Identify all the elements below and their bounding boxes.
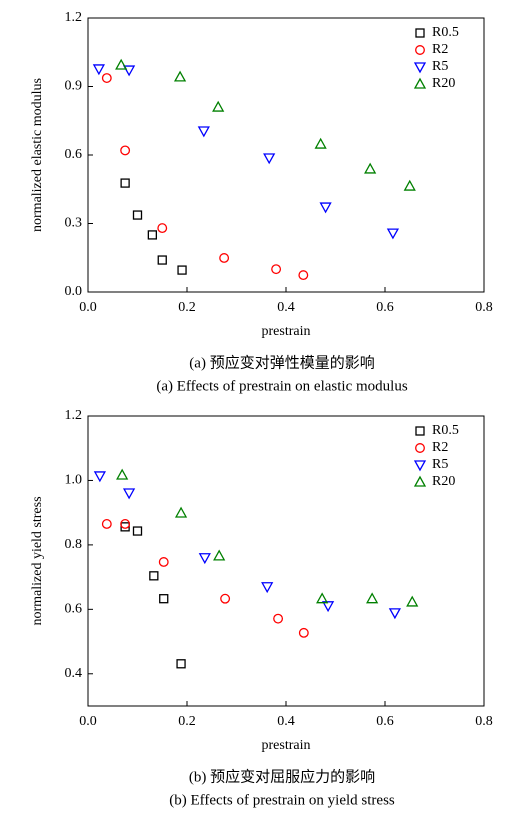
y-tick-label: 1.2 [65, 10, 83, 25]
data-point [298, 627, 309, 638]
y-tick-label: 0.6 [65, 147, 83, 162]
caption: (a) Effects of prestrain on elastic modu… [156, 378, 407, 394]
caption: (b) 预应变对屈服应力的影响 [189, 767, 375, 785]
y-tick-label: 0.8 [65, 537, 83, 552]
data-point [101, 518, 112, 529]
y-axis-label: normalized yield stress [30, 496, 45, 625]
data-point [319, 202, 332, 214]
data-point [212, 100, 225, 112]
data-point [271, 264, 282, 275]
data-point [366, 592, 379, 604]
y-tick-label: 0.4 [65, 666, 83, 681]
y-tick-label: 0.3 [65, 216, 83, 231]
legend-marker [415, 426, 425, 436]
legend-label: R2 [432, 440, 448, 455]
data-point [364, 162, 377, 174]
y-tick-label: 0.6 [65, 602, 83, 617]
y-tick-label: 0.9 [65, 79, 83, 94]
data-point [219, 253, 230, 263]
y-tick-label: 0.0 [65, 284, 83, 299]
data-point [116, 468, 129, 480]
legend-marker [415, 28, 425, 38]
legend-marker [413, 460, 427, 472]
data-point [122, 65, 136, 77]
data-point [157, 223, 168, 234]
legend-label: R0.5 [432, 423, 459, 438]
x-tick-label: 0.0 [79, 300, 97, 315]
data-point [122, 488, 136, 500]
legend-marker [415, 45, 425, 55]
legend-marker [413, 62, 427, 74]
data-point [174, 506, 188, 518]
x-tick-label: 0.4 [277, 300, 295, 315]
data-point [263, 153, 276, 165]
data-point [173, 70, 187, 82]
data-point [406, 595, 419, 607]
y-tick-label: 1.2 [65, 408, 83, 423]
data-point [298, 270, 309, 281]
data-point [261, 582, 274, 594]
data-point [197, 126, 210, 138]
x-tick-label: 0.2 [178, 714, 196, 729]
data-point [120, 518, 131, 529]
legend-label: R5 [432, 457, 448, 472]
data-point [120, 145, 131, 156]
data-point [198, 553, 211, 565]
x-tick-label: 0.2 [178, 300, 196, 315]
x-tick-label: 0.8 [475, 714, 493, 729]
legend-label: R20 [432, 474, 455, 489]
data-point [220, 593, 231, 604]
data-point [321, 601, 335, 613]
data-point [120, 178, 130, 188]
legend-marker [413, 475, 427, 487]
data-point [403, 179, 416, 191]
data-point [386, 228, 400, 240]
data-point [147, 230, 158, 240]
x-axis-label: prestrain [262, 738, 311, 753]
plot-frame [87, 17, 485, 293]
data-point [157, 255, 167, 265]
data-point [132, 526, 143, 536]
data-point [92, 64, 105, 76]
data-point [93, 471, 106, 483]
x-tick-label: 0.4 [277, 714, 295, 729]
data-point [177, 265, 187, 275]
data-point [314, 137, 327, 149]
y-axis-label: normalized elastic modulus [30, 78, 45, 232]
data-point [149, 571, 159, 581]
x-tick-label: 0.6 [376, 714, 394, 729]
x-tick-label: 0.8 [475, 300, 493, 315]
caption: (a) 预应变对弹性模量的影响 [189, 353, 374, 371]
caption: (b) Effects of prestrain on yield stress [169, 792, 395, 808]
legend-label: R20 [432, 76, 455, 91]
data-point [132, 210, 143, 220]
plot-frame [87, 415, 485, 707]
legend-label: R5 [432, 59, 448, 74]
data-point [213, 549, 226, 561]
data-point [158, 557, 169, 567]
data-point [159, 594, 169, 604]
legend-label: R0.5 [432, 25, 459, 40]
x-tick-label: 0.6 [376, 300, 394, 315]
data-point [115, 58, 128, 70]
data-point [388, 608, 402, 620]
x-axis-label: prestrain [262, 324, 311, 339]
data-point [273, 613, 284, 624]
data-point [316, 592, 329, 604]
data-point [176, 659, 186, 669]
legend-marker [413, 77, 427, 89]
x-tick-label: 0.0 [79, 714, 97, 729]
y-tick-label: 1.0 [65, 473, 83, 488]
legend-label: R2 [432, 42, 448, 57]
legend-marker [415, 443, 425, 453]
data-point [101, 73, 112, 84]
